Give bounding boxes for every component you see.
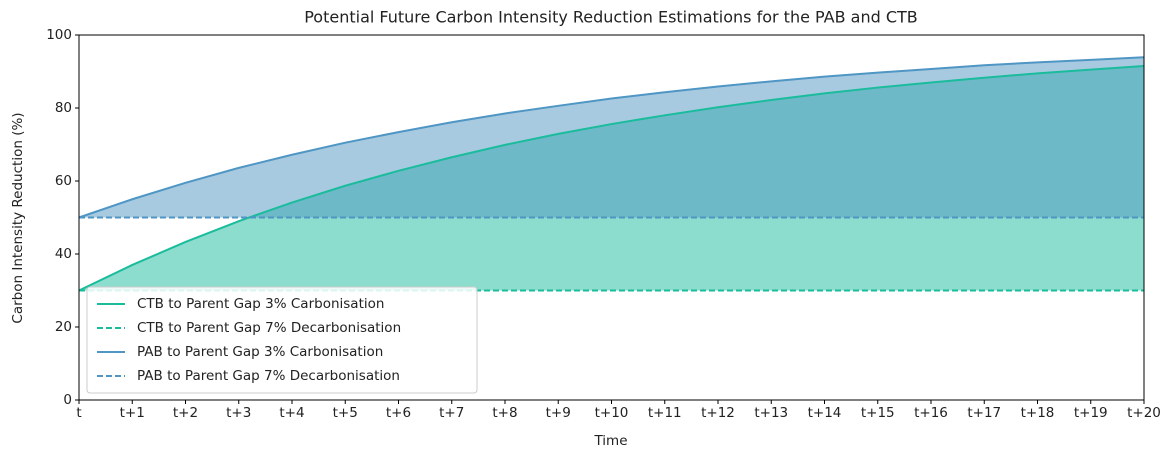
x-tick-label: t+11 (648, 405, 682, 421)
x-tick-label: t+5 (333, 405, 358, 421)
series-line (78, 56, 1145, 219)
x-tick-label: t+10 (595, 405, 629, 421)
x-tick-label: t+19 (1074, 405, 1108, 421)
y-tick-label: 80 (55, 100, 72, 116)
x-tick-label: t+16 (914, 405, 948, 421)
x-axis-label: Time (593, 433, 627, 449)
x-tick-label: t+6 (386, 405, 411, 421)
legend-box (86, 286, 478, 394)
x-tick-label: t+20 (1127, 405, 1161, 421)
legend-label: CTB to Parent Gap 7% Decarbonisation (137, 320, 401, 336)
y-tick-label: 0 (63, 392, 72, 408)
series-line (78, 65, 1145, 292)
x-tick-label: t+2 (173, 405, 198, 421)
x-tick-label: t+1 (120, 405, 145, 421)
y-tick-label: 40 (55, 246, 72, 262)
legend-label: PAB to Parent Gap 7% Decarbonisation (137, 368, 400, 384)
legend-label: PAB to Parent Gap 3% Carbonisation (137, 344, 383, 360)
x-tick-label: t+4 (279, 405, 304, 421)
legend-label: CTB to Parent Gap 3% Carbonisation (137, 296, 384, 312)
legend: CTB to Parent Gap 3% Carbonisation CTB to… (86, 286, 478, 394)
x-tick-label: t+7 (439, 405, 464, 421)
x-tick-label: t+15 (861, 405, 895, 421)
x-tick-label: t (76, 405, 81, 421)
y-tick-label: 100 (46, 27, 72, 43)
fill-area (79, 57, 1144, 218)
x-tick-label: t+18 (1021, 405, 1055, 421)
y-axis-label: Carbon Intensity Reduction (%) (10, 112, 26, 323)
x-tick-label: t+9 (546, 405, 571, 421)
y-tick-label: 20 (55, 319, 72, 335)
x-tick-label: t+3 (226, 405, 251, 421)
chart-title: Potential Future Carbon Intensity Reduct… (304, 8, 918, 27)
x-tick-label: t+12 (701, 405, 735, 421)
y-tick-label: 60 (55, 173, 72, 189)
x-tick-label: t+17 (967, 405, 1001, 421)
x-tick-label: t+13 (754, 405, 788, 421)
x-tick-label: t+14 (808, 405, 842, 421)
x-tick-label: t+8 (492, 405, 517, 421)
